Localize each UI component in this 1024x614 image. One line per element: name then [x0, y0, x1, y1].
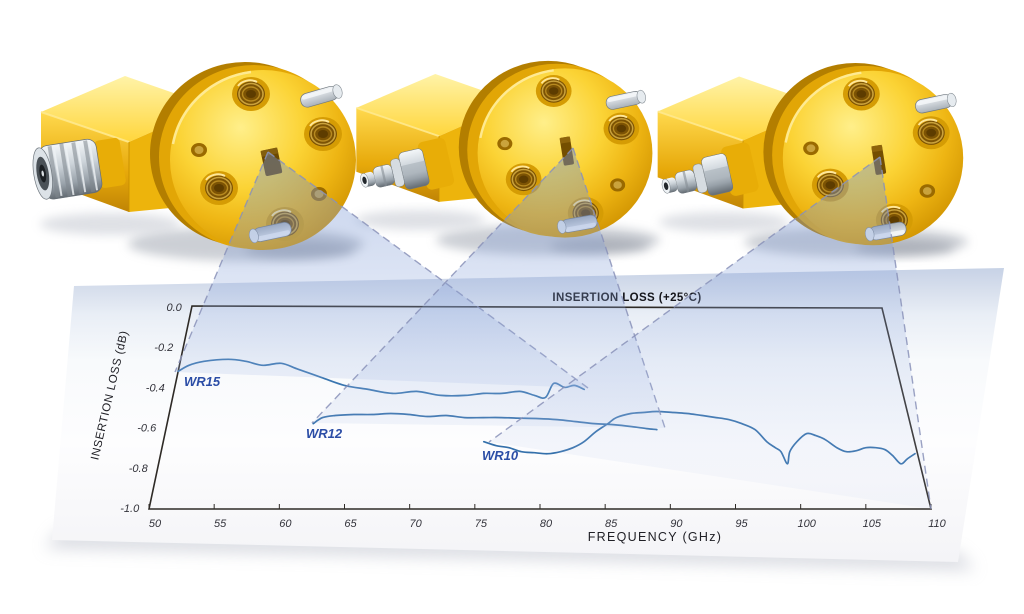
x-tick-label: 70	[410, 518, 423, 530]
flange-hole-icon	[841, 76, 881, 112]
callout-triangle-wr12	[311, 147, 666, 429]
dowel-hole-icon	[191, 143, 207, 157]
x-tick-label: 105	[863, 518, 882, 530]
dowel-hole-icon	[803, 141, 819, 156]
y-tick-label: -0.8	[129, 463, 149, 475]
x-tick-label: 75	[475, 518, 488, 530]
callout-triangles	[174, 147, 932, 510]
y-tick-label: -0.6	[137, 423, 157, 435]
x-tick-label: 85	[605, 518, 618, 530]
x-tick-label: 80	[540, 518, 553, 530]
x-axis-label: FREQUENCY (GHz)	[588, 530, 723, 544]
x-tick-label: 60	[279, 518, 292, 530]
x-tick-label: 95	[735, 518, 748, 530]
flange-hole-icon	[231, 76, 271, 112]
y-tick-label: -0.4	[146, 382, 165, 394]
x-tick-label: 110	[928, 518, 946, 530]
dowel-hole-icon	[610, 178, 626, 192]
y-tick-label: -0.2	[154, 342, 173, 354]
callout-triangle-wr10	[488, 156, 932, 510]
x-tick-label: 65	[344, 518, 357, 530]
flange-hole-icon	[911, 115, 951, 151]
x-tick-label: 50	[149, 518, 162, 530]
x-tick-label: 100	[797, 518, 816, 530]
x-tick-labels: 50 55 60 65 70 75 80 85 90 95 100 105 110	[148, 504, 947, 530]
y-tick-label: -1.0	[120, 503, 140, 515]
trace-label-wr10: WR10	[482, 448, 519, 463]
flange-hole-icon	[303, 116, 343, 152]
trace-label-wr12: WR12	[306, 426, 343, 441]
trace-label-wr15: WR15	[184, 374, 221, 389]
y-tick-label: 0.0	[166, 302, 182, 314]
dowel-hole-icon	[497, 137, 513, 151]
dowel-hole-icon	[919, 184, 936, 198]
flange-hole-icon	[602, 111, 641, 146]
y-tick-labels: 0.0 -0.2 -0.4 -0.6 -0.8 -1.0	[120, 302, 182, 515]
x-tick-label: 90	[670, 518, 683, 530]
x-tick-label: 55	[214, 518, 227, 530]
flange-hole-icon	[199, 170, 239, 206]
flange-hole-icon	[534, 74, 573, 108]
